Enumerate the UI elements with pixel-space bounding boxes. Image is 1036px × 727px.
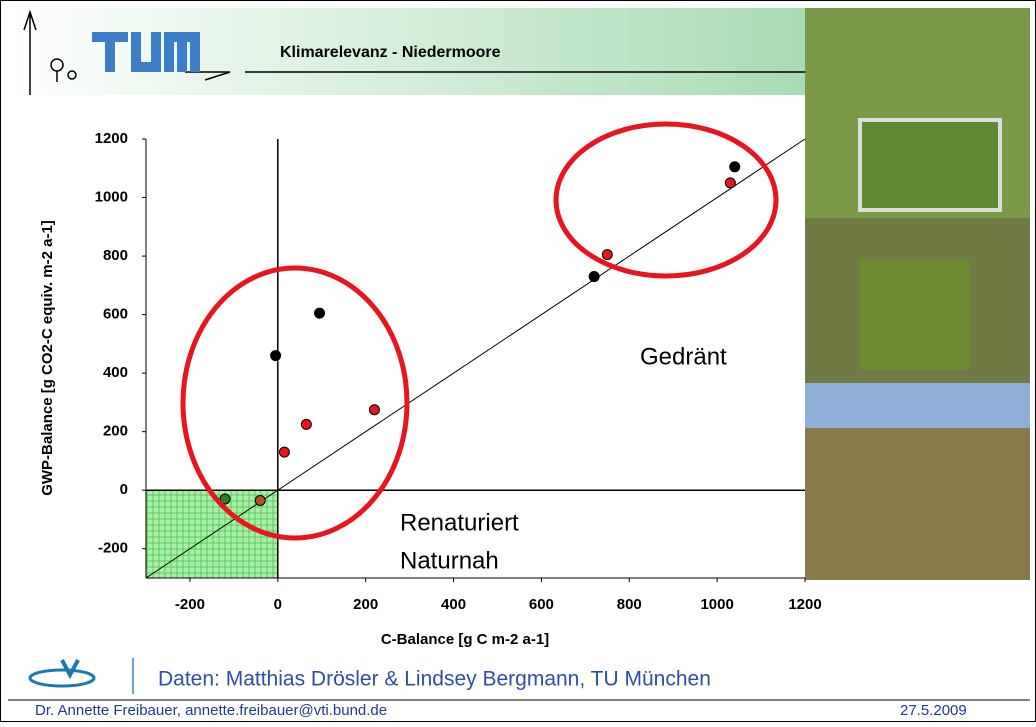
y-tick-label: 800 [103, 247, 128, 264]
y-tick-label: 600 [103, 306, 128, 323]
y-tick-label: -200 [98, 540, 128, 557]
x-tick-label: 0 [274, 596, 282, 613]
y-tick-label: 400 [103, 364, 128, 381]
point [369, 405, 379, 415]
x-tick-label: 1200 [788, 596, 821, 613]
y-tick-label: 0 [120, 481, 128, 498]
point [255, 495, 265, 505]
x-tick-label: 400 [441, 596, 466, 613]
point [315, 308, 325, 318]
point [589, 272, 599, 282]
annotation: Naturnah [400, 547, 499, 574]
point [279, 447, 289, 457]
date: 27.5.2009 [900, 702, 967, 719]
annotation: Renaturiert [400, 509, 519, 536]
slide: Klimarelevanz - Niedermoore -200 0 200 400 6… [0, 0, 1036, 722]
point [271, 351, 281, 361]
point [725, 178, 735, 188]
point [301, 419, 311, 429]
annotation: Gedränt [640, 343, 727, 370]
point [602, 250, 612, 260]
slide-title: Klimarelevanz - Niedermoore [280, 44, 501, 61]
x-tick-label: 600 [529, 596, 554, 613]
point [730, 162, 740, 172]
author: Dr. Annette Freibauer, annette.freibauer… [35, 702, 387, 719]
photos [805, 8, 1030, 580]
y-tick-label: 1000 [95, 189, 128, 206]
y-tick-label: 200 [103, 423, 128, 440]
x-axis-label: C-Balance [g C m-2 a-1] [381, 631, 549, 648]
x-tick-label: 800 [617, 596, 642, 613]
y-axis-label: GWP-Balance [g CO2-C equiv. m-2 a-1] [39, 220, 56, 496]
x-tick-label: -200 [175, 596, 205, 613]
source-note: Daten: Matthias Drösler & Lindsey Bergma… [158, 668, 711, 691]
x-tick-label: 200 [353, 596, 378, 613]
x-tick-label: 1000 [700, 596, 733, 613]
y-tick-label: 1200 [95, 130, 128, 147]
